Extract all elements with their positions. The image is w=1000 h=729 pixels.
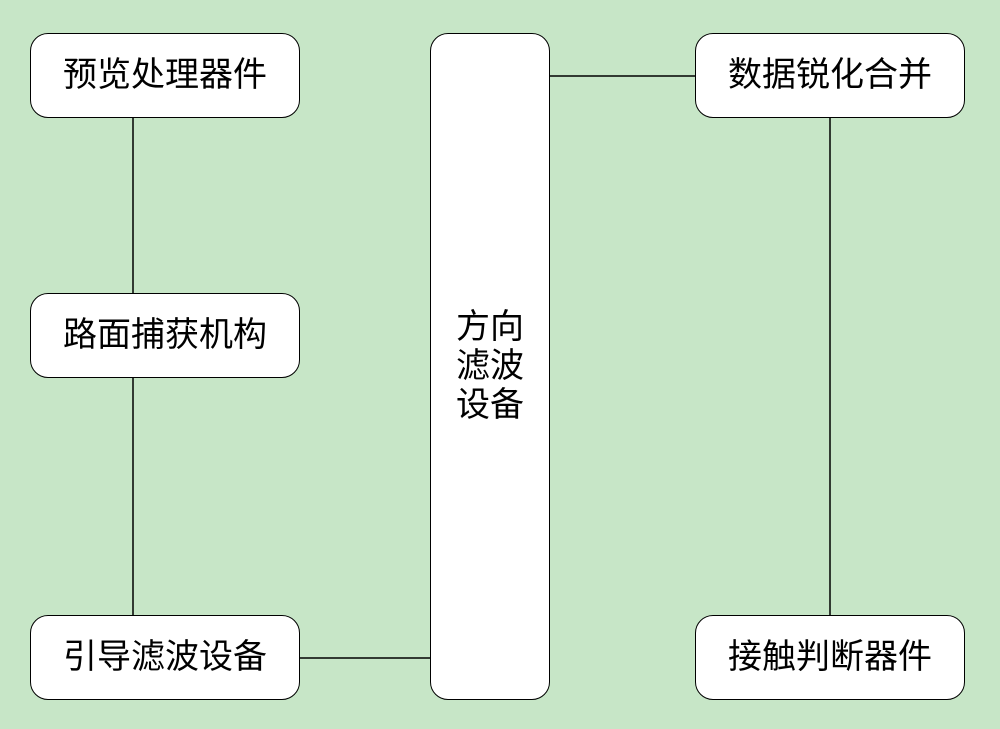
node-contact: 接触判断器件 [695, 615, 965, 700]
node-label-sharpen: 数据锐化合并 [728, 56, 932, 95]
node-guidefilt: 引导滤波设备 [30, 615, 300, 700]
node-sharpen: 数据锐化合并 [695, 33, 965, 118]
node-capture: 路面捕获机构 [30, 293, 300, 378]
node-label-contact: 接触判断器件 [728, 638, 932, 677]
diagram-canvas: 预览处理器件路面捕获机构引导滤波设备 方向 滤波 设备 数据锐化合并接触判断器件 [0, 0, 1000, 729]
node-label-preview: 预览处理器件 [63, 56, 267, 95]
node-dirfilt: 方向 滤波 设备 [430, 33, 550, 700]
node-preview: 预览处理器件 [30, 33, 300, 118]
node-label-guidefilt: 引导滤波设备 [63, 638, 267, 677]
node-label-capture: 路面捕获机构 [63, 316, 267, 355]
node-label-dirfilt: 方向 滤波 设备 [456, 308, 524, 425]
